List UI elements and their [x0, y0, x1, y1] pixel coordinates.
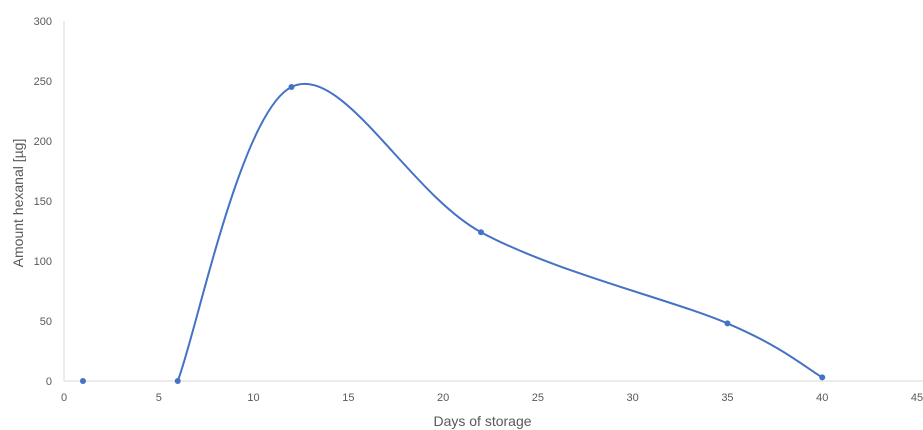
- data-point: [724, 320, 731, 327]
- y-tick-label: 300: [34, 16, 52, 28]
- data-point: [478, 229, 485, 236]
- x-tick-label: 35: [721, 392, 733, 404]
- series-smoothed-line: [176, 83, 823, 382]
- y-tick-label: 50: [40, 316, 52, 328]
- y-tick-label: 150: [34, 196, 52, 208]
- x-axis-title: Days of storage: [433, 413, 531, 429]
- x-tick-label: 15: [342, 392, 354, 404]
- x-tick-label: 5: [156, 392, 162, 404]
- x-tick-label: 45: [911, 392, 923, 404]
- y-axis-title: Amount hexanal [µg]: [10, 139, 26, 268]
- x-tick-label: 20: [437, 392, 449, 404]
- x-tick-label: 40: [816, 392, 828, 404]
- data-point: [819, 374, 826, 381]
- y-tick-label: 250: [34, 76, 52, 88]
- x-tick-label: 25: [532, 392, 544, 404]
- y-tick-labels: 0 50 100 150 200 250 300: [34, 16, 52, 388]
- data-point: [174, 378, 181, 384]
- y-tick-label: 100: [34, 256, 52, 268]
- x-tick-label: 0: [61, 392, 67, 404]
- x-tick-label: 10: [247, 392, 259, 404]
- y-tick-label: 0: [46, 376, 52, 388]
- series-markers: [79, 84, 826, 384]
- y-tick-label: 200: [34, 136, 52, 148]
- x-tick-labels: 0 5 10 15 20 25 30 35 40 45: [61, 392, 923, 404]
- data-point: [79, 378, 86, 384]
- data-point: [288, 84, 295, 90]
- x-tick-label: 30: [627, 392, 639, 404]
